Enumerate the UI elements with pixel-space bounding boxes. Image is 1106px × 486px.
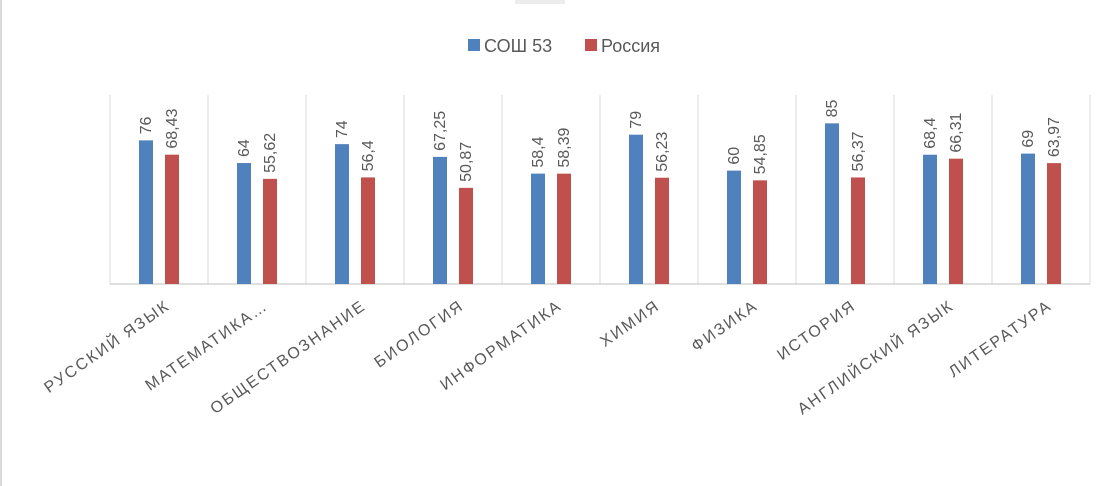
x-tick-label: БИОЛОГИЯ [372, 297, 468, 371]
legend-label-sosh-53: СОШ 53 [484, 36, 552, 56]
x-tick-label: ЛИТЕРАТУРА [946, 297, 1055, 381]
bar-sosh-53 [1021, 153, 1035, 284]
legend-swatch-russia [585, 39, 597, 51]
x-tick-label: АНГЛИЙСКИЙ ЯЗЫК [794, 296, 958, 419]
value-label-sosh-53: 64 [236, 139, 253, 157]
value-label-russia: 68,43 [164, 109, 181, 149]
x-tick-label: ХИМИЯ [597, 297, 663, 350]
value-label-russia: 56,37 [850, 131, 867, 171]
bar-russia [851, 177, 865, 284]
value-label-russia: 50,87 [458, 142, 475, 182]
x-tick-label: ОБЩЕСТВОЗНАНИЕ [207, 297, 369, 417]
bar-sosh-53 [237, 163, 251, 284]
bar-sosh-53 [825, 123, 839, 284]
value-label-sosh-53: 74 [334, 120, 351, 138]
bar-sosh-53 [531, 173, 545, 284]
bar-russia [165, 154, 179, 284]
value-label-sosh-53: 60 [726, 147, 743, 165]
bar-russia [459, 187, 473, 284]
bar-russia [263, 178, 277, 284]
cropped-title-fragment [515, 0, 565, 4]
bar-sosh-53 [433, 156, 447, 284]
value-label-russia: 58,39 [556, 128, 573, 168]
bar-russia [1047, 163, 1061, 284]
bar-russia [655, 177, 669, 284]
value-label-russia: 63,97 [1046, 117, 1063, 157]
value-label-sosh-53: 79 [628, 111, 645, 129]
legend-swatch-sosh-53 [468, 39, 480, 51]
bar-sosh-53 [139, 140, 153, 284]
legend: СОШ 53 Россия [468, 36, 660, 56]
value-label-russia: 56,23 [654, 132, 671, 172]
bar-russia [361, 177, 375, 284]
value-label-russia: 56,4 [360, 140, 377, 171]
left-border [0, 0, 2, 486]
value-label-sosh-53: 69 [1020, 130, 1037, 148]
value-label-sosh-53: 58,4 [530, 136, 547, 167]
value-label-sosh-53: 76 [138, 116, 155, 134]
value-label-sosh-53: 85 [824, 99, 841, 117]
value-label-russia: 55,62 [262, 133, 279, 173]
bar-russia [557, 173, 571, 284]
bar-sosh-53 [923, 154, 937, 284]
value-label-russia: 54,85 [752, 134, 769, 174]
legend-label-russia: Россия [601, 36, 660, 56]
value-label-russia: 66,31 [948, 113, 965, 153]
x-tick-label: ИСТОРИЯ [774, 297, 859, 364]
bar-sosh-53 [629, 134, 643, 284]
bar-sosh-53 [335, 144, 349, 284]
value-label-sosh-53: 67,25 [432, 111, 449, 151]
x-tick-label: ФИЗИКА [689, 297, 762, 355]
value-label-sosh-53: 68,4 [922, 117, 939, 148]
bar-russia [949, 158, 963, 284]
bar-sosh-53 [727, 170, 741, 284]
bar-russia [753, 180, 767, 284]
